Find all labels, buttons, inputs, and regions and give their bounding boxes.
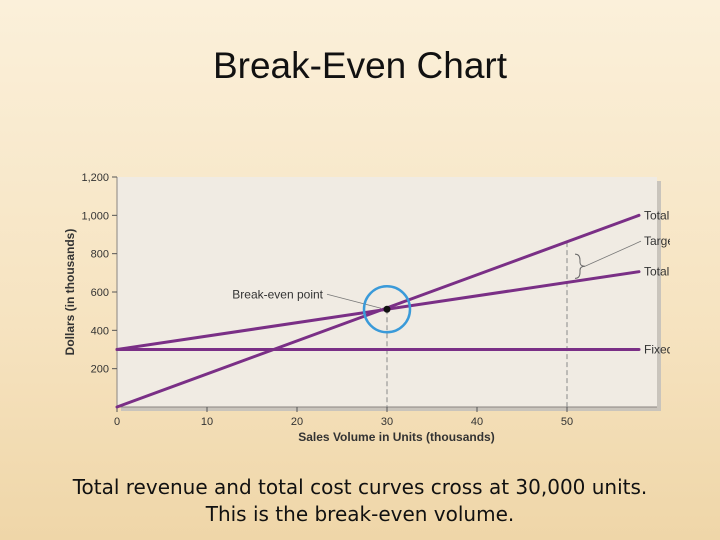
series-line-total-cost: [115, 270, 641, 351]
chart-svg: 200 400 600 800 1,000 1,200 0 10 20 30 40 50 Sales V…: [63, 172, 670, 444]
x-tick-label: 40: [471, 416, 483, 428]
caption-line-2: This is the break-even volume.: [205, 502, 515, 526]
slide-caption: Total revenue and total cost curves cros…: [0, 474, 720, 528]
y-tick-label: 600: [91, 287, 109, 299]
plot-background: [117, 177, 657, 407]
target-profit-leader: [584, 240, 642, 267]
break-even-label: Break-even point: [232, 287, 323, 301]
y-tick-label: 200: [91, 364, 109, 376]
x-tick-label: 50: [561, 416, 573, 428]
x-tick-label: 30: [381, 416, 393, 428]
x-tick-label: 0: [114, 416, 120, 428]
y-tick-label: 1,000: [81, 210, 109, 222]
y-tick-label: 400: [91, 325, 109, 337]
series-label-total-cost: Total cost: [644, 265, 670, 279]
slide-title-text: Break-Even Chart: [212, 45, 508, 86]
x-tick-label: 20: [291, 416, 303, 428]
target-profit-label: Target profit: [644, 234, 670, 248]
break-even-chart: 200 400 600 800 1,000 1,200 0 10 20 30 40 50 Sales V…: [60, 165, 670, 455]
break-even-point: [383, 305, 391, 313]
y-tick-label: 1,200: [81, 172, 109, 184]
y-axis-title: Dollars (in thousands): [63, 229, 77, 356]
series-label-fixed-cost: Fixed cost: [644, 343, 670, 357]
target-profit-brace: [574, 253, 586, 279]
x-tick-label: 10: [201, 416, 213, 428]
series-label-total-revenue: Total revenue: [644, 208, 670, 222]
x-axis-title: Sales Volume in Units (thousands): [298, 430, 494, 444]
break-even-leader: [326, 293, 382, 309]
slide-title: Break-Even Chart: [0, 45, 720, 87]
y-tick-label: 800: [91, 249, 109, 261]
break-even-highlight-circle: [362, 285, 412, 334]
caption-line-1: Total revenue and total cost curves cros…: [72, 475, 648, 499]
